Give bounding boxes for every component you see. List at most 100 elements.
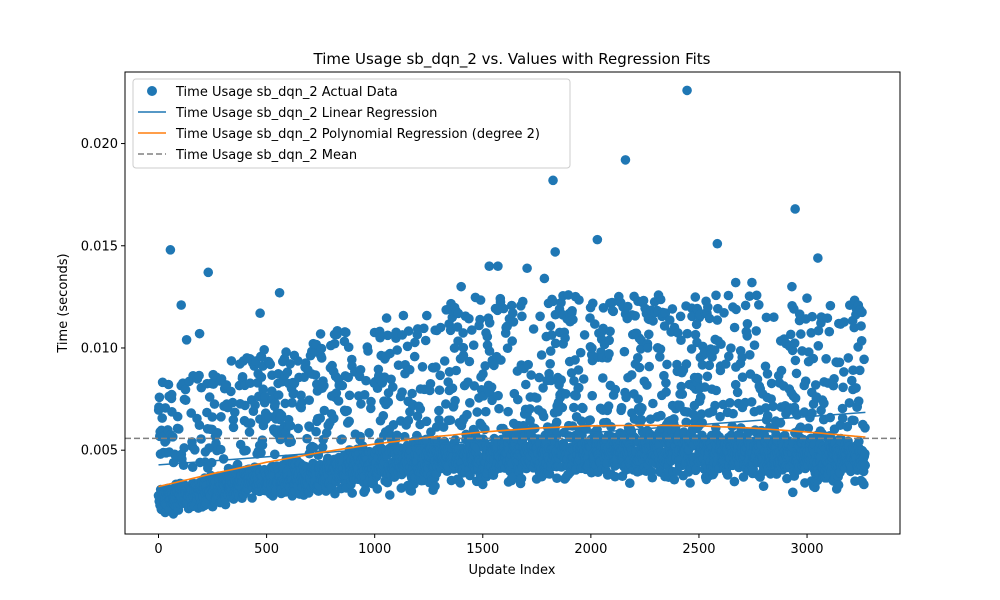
data-point-outlier — [787, 281, 797, 292]
data-point — [606, 422, 616, 432]
data-point — [825, 300, 836, 311]
data-point — [724, 351, 734, 362]
x-tick-label: 1000 — [358, 542, 391, 557]
data-point — [803, 423, 814, 434]
data-point — [383, 397, 394, 407]
data-point — [489, 360, 499, 371]
polynomial-regression-line — [158, 424, 866, 488]
data-point-outlier — [813, 253, 823, 263]
data-point-outlier — [620, 155, 631, 165]
data-point — [430, 481, 440, 491]
data-point — [245, 378, 255, 389]
data-point — [422, 310, 432, 321]
data-point — [702, 371, 713, 382]
data-point — [259, 345, 270, 355]
data-point — [590, 319, 600, 329]
data-point — [285, 359, 296, 369]
data-point — [578, 374, 589, 384]
data-point — [441, 399, 451, 409]
data-point — [166, 389, 177, 400]
data-point — [319, 405, 330, 416]
data-point — [174, 424, 184, 434]
data-point — [286, 436, 297, 447]
data-point — [659, 370, 669, 381]
data-point — [709, 345, 720, 355]
data-point — [619, 346, 630, 357]
data-point — [642, 343, 653, 353]
data-point — [751, 290, 762, 301]
data-point — [216, 412, 226, 422]
y-tick-label: 0.005 — [81, 444, 118, 459]
data-point — [746, 397, 757, 407]
data-point — [837, 413, 848, 424]
data-point — [270, 398, 281, 409]
data-point — [665, 315, 675, 325]
data-point — [480, 361, 491, 371]
data-point — [576, 416, 587, 426]
data-point — [293, 356, 303, 366]
chart-title: Time Usage sb_dqn_2 vs. Values with Regr… — [313, 50, 711, 69]
data-point — [366, 403, 376, 414]
data-point — [769, 312, 779, 323]
data-point — [740, 300, 751, 311]
data-point — [623, 301, 633, 312]
data-point — [573, 365, 584, 375]
data-point — [344, 416, 355, 427]
y-axis-ticks: 0.005 0.010 0.015 0.020 — [81, 137, 125, 459]
legend-label-mean: Time Usage sb_dqn_2 Mean — [175, 148, 357, 163]
data-point — [822, 313, 833, 324]
data-point — [722, 470, 733, 480]
data-point — [644, 329, 654, 340]
data-point — [244, 427, 255, 437]
data-point — [704, 360, 715, 371]
data-point — [626, 370, 637, 380]
data-point — [729, 322, 740, 333]
data-point — [839, 367, 849, 377]
data-point — [786, 329, 796, 340]
data-point — [545, 321, 556, 331]
data-point — [561, 389, 571, 399]
data-point — [744, 291, 755, 302]
data-point — [691, 464, 701, 475]
data-point — [557, 402, 568, 413]
data-point — [535, 311, 545, 322]
data-point — [194, 420, 205, 431]
data-point — [790, 393, 801, 404]
data-point — [157, 413, 167, 423]
data-point — [806, 328, 816, 338]
data-point — [364, 428, 374, 438]
data-point — [293, 423, 304, 434]
data-point — [681, 417, 691, 428]
data-point — [833, 480, 844, 490]
data-point — [207, 412, 218, 422]
data-point — [507, 336, 517, 346]
data-point — [227, 397, 238, 408]
data-point — [742, 319, 753, 329]
data-point — [341, 327, 351, 338]
data-point — [260, 391, 270, 402]
plot-frame — [124, 71, 901, 535]
data-point — [518, 420, 529, 431]
y-tick-label: 0.015 — [81, 239, 118, 254]
data-point — [333, 396, 344, 406]
data-point — [230, 407, 240, 418]
data-point — [498, 303, 509, 314]
data-point — [434, 405, 444, 416]
data-point — [434, 385, 445, 396]
data-point — [570, 355, 580, 365]
data-point — [621, 392, 631, 403]
data-point — [438, 422, 449, 432]
data-point — [854, 436, 864, 447]
data-point — [451, 365, 462, 376]
data-point — [315, 329, 326, 339]
data-point — [730, 379, 741, 390]
data-point — [690, 329, 701, 340]
data-point — [851, 383, 861, 393]
data-point — [860, 460, 870, 471]
data-point — [382, 477, 393, 488]
x-tick-label: 0 — [154, 542, 162, 557]
data-point — [478, 369, 488, 379]
data-point-outlier — [181, 334, 192, 345]
data-point — [690, 292, 701, 302]
data-point — [439, 356, 450, 366]
